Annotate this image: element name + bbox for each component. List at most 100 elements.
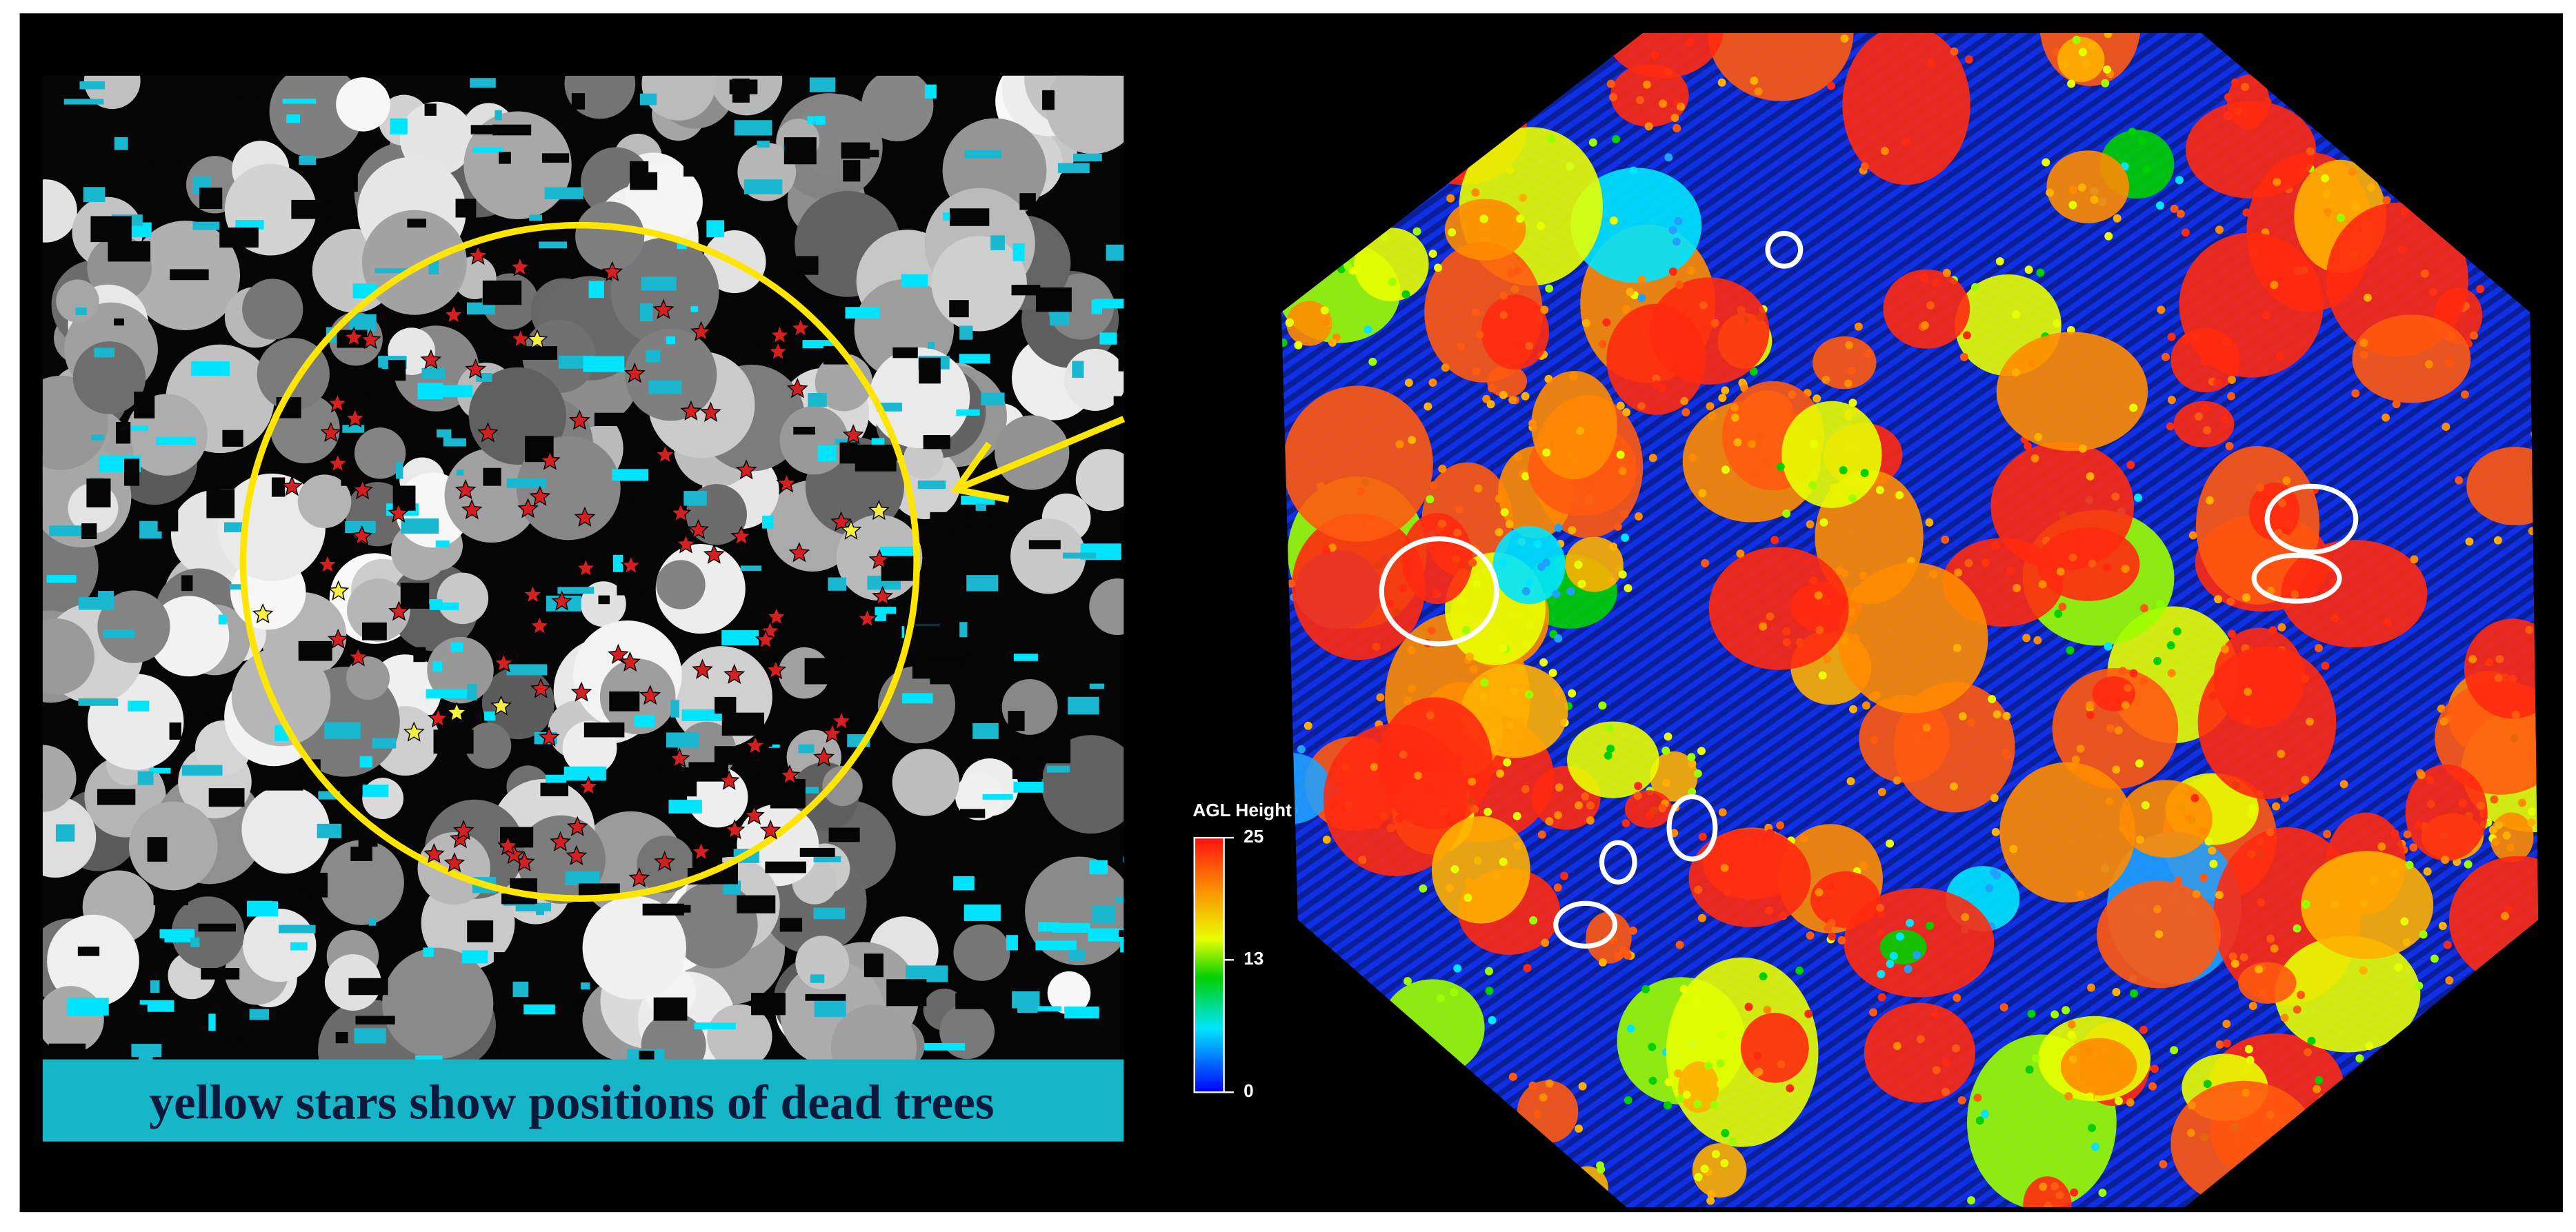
canopy-point — [1566, 587, 1575, 596]
canopy-point — [1697, 913, 1706, 922]
canopy-point — [1404, 977, 1412, 986]
canopy-point — [2442, 423, 2450, 432]
canopy-point — [2439, 717, 2448, 726]
canopy-point — [2224, 92, 2233, 101]
gap-patch — [813, 907, 846, 920]
canopy-point — [2024, 265, 2033, 274]
canopy-cluster — [2185, 101, 2317, 199]
canopy-point — [2135, 836, 2144, 845]
canopy-cluster — [1842, 32, 1970, 185]
canopy-point — [1641, 984, 1650, 993]
canopy-point — [2184, 814, 2193, 822]
canopy-point — [2323, 208, 2332, 216]
canopy-point — [1970, 283, 1979, 292]
canopy-point — [2313, 1084, 2322, 1093]
gap-patch — [83, 187, 106, 203]
canopy-point — [1499, 644, 1508, 653]
canopy-point — [2068, 185, 2077, 194]
canopy-point — [1568, 689, 1577, 698]
canopy-point — [2293, 1005, 2302, 1014]
canopy-point — [1503, 758, 1512, 767]
tree-crown — [437, 572, 489, 625]
canopy-point — [1577, 579, 1586, 588]
marker-ellipse — [1599, 840, 1637, 885]
tree-star — [281, 475, 303, 496]
canopy-point — [2157, 305, 2166, 314]
shadow-patch — [341, 472, 355, 486]
shadow-patch — [335, 172, 358, 192]
shadow-patch — [721, 712, 764, 736]
canopy-point — [2015, 1229, 2024, 1232]
gap-patch — [740, 565, 762, 572]
canopy-point — [1777, 1060, 1786, 1069]
canopy-point — [1364, 325, 1372, 334]
canopy-point — [1479, 214, 1488, 223]
canopy-point — [1718, 808, 1727, 817]
gap-patch — [368, 918, 376, 926]
canopy-point — [1622, 408, 1631, 417]
canopy-point — [1720, 864, 1729, 872]
canopy-point — [1674, 368, 1683, 377]
canopy-point — [2077, 183, 2086, 192]
canopy-point — [2527, 818, 2536, 827]
gap-patch — [290, 942, 308, 951]
canopy-point — [2129, 669, 2138, 678]
gap-patch — [362, 785, 389, 798]
canopy-point — [2050, 1182, 2059, 1191]
gap-patch — [436, 429, 457, 438]
canopy-point — [2490, 795, 2499, 804]
tree-star — [326, 392, 348, 413]
gap-patch — [131, 1044, 162, 1058]
canopy-point — [1621, 305, 1630, 314]
tree-crown — [231, 647, 331, 747]
canopy-point — [1889, 951, 1898, 960]
canopy-point — [1554, 523, 1563, 532]
canopy-point — [1431, 588, 1440, 597]
canopy-point — [2061, 1006, 2070, 1015]
gap-patch — [648, 380, 682, 394]
canopy-point — [2101, 79, 2110, 88]
canopy-point — [1648, 1076, 1657, 1085]
shadow-patch — [388, 360, 406, 381]
canopy-point — [2130, 989, 2139, 998]
canopy-point — [1472, 367, 1481, 376]
gap-patch — [809, 77, 836, 92]
canopy-point — [2504, 905, 2513, 913]
gap-patch — [450, 642, 463, 652]
canopy-point — [2382, 196, 2391, 205]
shadow-patch — [81, 523, 97, 539]
canopy-point — [2282, 260, 2291, 269]
canopy-point — [1877, 993, 1886, 1002]
canopy-point — [1685, 38, 1694, 47]
canopy-point — [2415, 981, 2424, 990]
gap-patch — [456, 469, 464, 476]
tree-star — [821, 723, 843, 743]
canopy-point — [2213, 378, 2221, 387]
canopy-point — [2241, 1089, 2250, 1098]
canopy-point — [1776, 463, 1785, 471]
gap-patch — [953, 876, 975, 891]
canopy-cluster — [2238, 962, 2297, 1004]
canopy-point — [1958, 712, 1967, 720]
canopy-point — [1720, 1159, 1729, 1168]
tree-star — [703, 543, 725, 564]
canopy-point — [1628, 926, 1637, 935]
tree-star — [327, 628, 349, 649]
tree-star — [769, 324, 790, 345]
canopy-point — [1931, 278, 1940, 287]
shadow-patch — [540, 782, 569, 796]
tree-star — [788, 542, 810, 563]
shadow-patch — [984, 742, 1016, 758]
canopy-point — [1661, 746, 1670, 755]
canopy-point — [1952, 1044, 1960, 1053]
canopy-point — [2181, 228, 2190, 237]
gap-patch — [734, 120, 772, 136]
shadow-patch — [949, 300, 969, 318]
canopy-point — [1942, 268, 1951, 277]
gap-patch — [345, 521, 376, 533]
gap-patch — [138, 1056, 153, 1062]
canopy-point — [2227, 375, 2236, 384]
shadow-patch — [451, 419, 470, 438]
canopy-point — [1554, 811, 1563, 820]
shadow-patch — [598, 595, 610, 605]
